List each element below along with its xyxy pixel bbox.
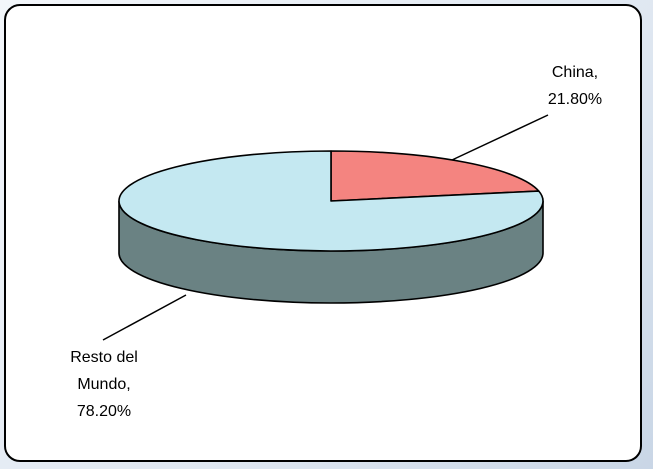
pie-group: [118, 150, 544, 304]
pie-slice-resto-del-mundo: [118, 150, 544, 252]
label-resto-name-2: Mundo,: [77, 376, 130, 393]
label-resto-value: 78.20%: [77, 403, 131, 420]
label-china-name: China,: [552, 64, 598, 81]
label-china-value: 21.80%: [548, 91, 602, 108]
label-resto-name-1: Resto del: [70, 349, 138, 366]
pie-slice-china: [330, 150, 540, 202]
leader-line-resto: [102, 294, 187, 341]
leader-line-china: [451, 114, 549, 161]
